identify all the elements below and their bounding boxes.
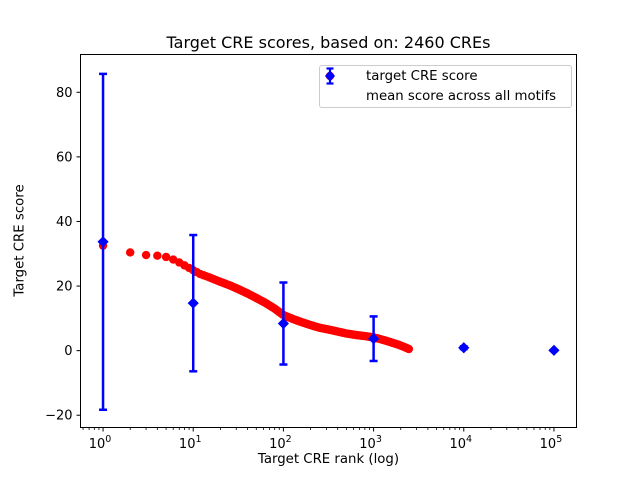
- x-tick-label: 102: [269, 434, 292, 452]
- x-tick-label: 105: [540, 434, 563, 452]
- legend-label: target CRE score: [366, 69, 478, 84]
- x-tick-label: 101: [179, 434, 202, 452]
- y-tick-labels: −20 0 20 40 60 80: [45, 86, 72, 424]
- x-tick-label: 104: [449, 434, 472, 452]
- diamond-marker: [187, 297, 199, 309]
- x-axis-label: Target CRE rank (log): [257, 452, 400, 467]
- plot-spines: [80, 54, 577, 428]
- y-tick-label: 40: [56, 215, 73, 230]
- diamond-marker: [97, 236, 109, 248]
- diamond-marker: [367, 333, 380, 345]
- y-axis-label: Target CRE score: [12, 184, 28, 297]
- legend-label: mean score across all motifs: [366, 89, 557, 104]
- y-tick-label: 80: [56, 86, 73, 101]
- diamond-marker: [277, 317, 290, 330]
- x-tick-label: 100: [89, 434, 112, 452]
- legend: target CRE score mean score across all m…: [319, 65, 572, 108]
- legend-item-mean-score: mean score across all motifs: [325, 67, 565, 107]
- y-tick-label: 0: [64, 344, 72, 359]
- y-tick-label: −20: [45, 409, 72, 424]
- chart-title: Target CRE scores, based on: 2460 CREs: [166, 33, 491, 52]
- diamond-marker: [548, 344, 560, 356]
- x-tick-label: 103: [359, 434, 382, 452]
- axis-ticks: [76, 91, 555, 432]
- y-tick-label: 60: [56, 150, 73, 165]
- series-target-cre-score: [98, 241, 414, 354]
- x-tick-labels: 100 101 102 103 104 105: [89, 434, 563, 452]
- diamond-marker: [458, 342, 470, 354]
- series-mean-score: [97, 72, 560, 411]
- legend-diamond-marker-icon: [325, 67, 358, 107]
- y-tick-label: 20: [56, 280, 73, 295]
- legend-item-target-cre-score: target CRE score: [325, 67, 565, 87]
